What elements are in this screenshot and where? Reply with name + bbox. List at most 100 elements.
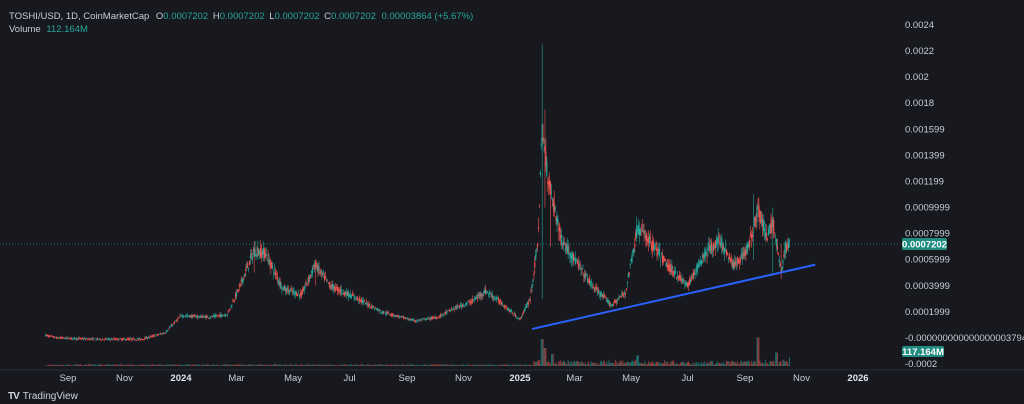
candle-body: [361, 300, 364, 304]
volume-bar: [691, 362, 693, 366]
candle-body: [160, 333, 163, 335]
volume-bar: [124, 365, 126, 366]
volume-bar: [629, 362, 631, 366]
candle-body: [111, 339, 114, 341]
candle-body: [227, 311, 229, 313]
candle-body: [473, 299, 475, 301]
candle-body: [120, 338, 122, 339]
volume-bar: [587, 360, 589, 366]
volume-bar: [101, 365, 103, 366]
volume-bar: [433, 364, 435, 366]
candle-body: [200, 316, 202, 318]
volume-bar: [572, 364, 574, 366]
volume-bar: [486, 364, 488, 366]
candle-body: [592, 286, 594, 288]
volume-bar: [539, 363, 541, 366]
volume-bar: [364, 365, 366, 366]
candle-body: [483, 291, 485, 294]
volume-bar: [776, 352, 778, 366]
candle-body: [717, 236, 719, 245]
y-tick-label: 0.0024: [905, 20, 934, 31]
volume-bar: [373, 364, 375, 366]
volume-bar: [508, 364, 510, 366]
volume-bar: [606, 361, 608, 366]
volume-bar: [634, 360, 636, 366]
volume-bar: [61, 365, 63, 366]
candle-body: [466, 303, 468, 304]
volume-bar: [158, 364, 160, 366]
volume-bar: [569, 364, 571, 366]
candle-body: [415, 321, 417, 322]
volume-bar: [495, 364, 497, 366]
volume-bar: [718, 362, 720, 366]
candle-body: [345, 293, 347, 295]
volume-bar: [81, 365, 83, 366]
volume-bar: [65, 365, 67, 366]
volume-bar: [178, 364, 180, 366]
volume-bar: [242, 365, 244, 366]
volume-bar: [675, 363, 677, 366]
volume-bar: [690, 364, 692, 366]
candle-body: [615, 299, 617, 303]
volume-bar: [750, 360, 752, 366]
candle-body: [449, 310, 452, 312]
candle-body: [668, 266, 670, 271]
candle-body: [400, 315, 403, 317]
candle-body: [349, 293, 352, 297]
volume-bar: [465, 364, 467, 366]
y-axis[interactable]: 0.00240.00220.0020.00180.0015990.0013990…: [905, 20, 1024, 370]
candle-body: [289, 289, 291, 292]
volume-bar: [249, 364, 251, 366]
candle-body: [182, 315, 184, 318]
volume-bar: [328, 364, 330, 366]
candle-body: [537, 226, 540, 229]
candle-body: [446, 311, 448, 314]
volume-bar: [310, 365, 312, 366]
candle-body: [55, 337, 57, 339]
x-axis[interactable]: Sep Nov 2024 Mar May Jul Sep Nov 2025 Mar May Jul Se…: [60, 373, 869, 384]
trendline[interactable]: [531, 263, 816, 330]
volume-bar: [243, 364, 245, 366]
volume-bar: [557, 364, 559, 366]
candle-body: [499, 300, 502, 302]
volume-bar: [576, 361, 578, 366]
volume-bar: [439, 364, 441, 366]
volume-bar: [603, 360, 605, 366]
volume-bar: [715, 363, 717, 366]
volume-bar: [305, 364, 307, 366]
candle-body: [81, 338, 83, 339]
candle-body: [748, 243, 750, 244]
candle-body: [154, 336, 156, 337]
volume-bar: [363, 364, 365, 366]
volume-bar: [342, 365, 344, 366]
volume-bar: [421, 365, 423, 366]
candle-body: [210, 317, 212, 319]
candle-body: [702, 254, 704, 259]
tradingview-brand[interactable]: TV TradingView: [8, 391, 78, 402]
candle-body: [94, 339, 96, 341]
volume-bar: [49, 365, 51, 366]
volume-bar: [412, 364, 414, 366]
volume-bar: [322, 365, 324, 366]
volume-bar: [212, 364, 214, 366]
volume-bar: [141, 364, 143, 366]
candle-body: [226, 313, 228, 316]
candle-body: [352, 295, 354, 297]
candle-body: [460, 304, 462, 306]
candle-body: [93, 338, 95, 339]
candle-body: [512, 314, 515, 316]
candle-body: [763, 228, 766, 232]
candle-body: [565, 243, 567, 249]
volume-bar: [512, 364, 514, 366]
candle-body: [754, 217, 756, 226]
volume-value: 112.164M: [46, 24, 88, 35]
symbol-label[interactable]: TOSHI/USD, 1D, CoinMarketCap: [9, 11, 150, 22]
volume-bar: [332, 364, 334, 366]
volume-bar: [204, 365, 206, 366]
volume-bar: [88, 364, 90, 366]
candle-body: [556, 218, 558, 224]
candle-body: [48, 335, 51, 338]
volume-bar: [484, 364, 486, 366]
volume-bar: [191, 365, 193, 366]
